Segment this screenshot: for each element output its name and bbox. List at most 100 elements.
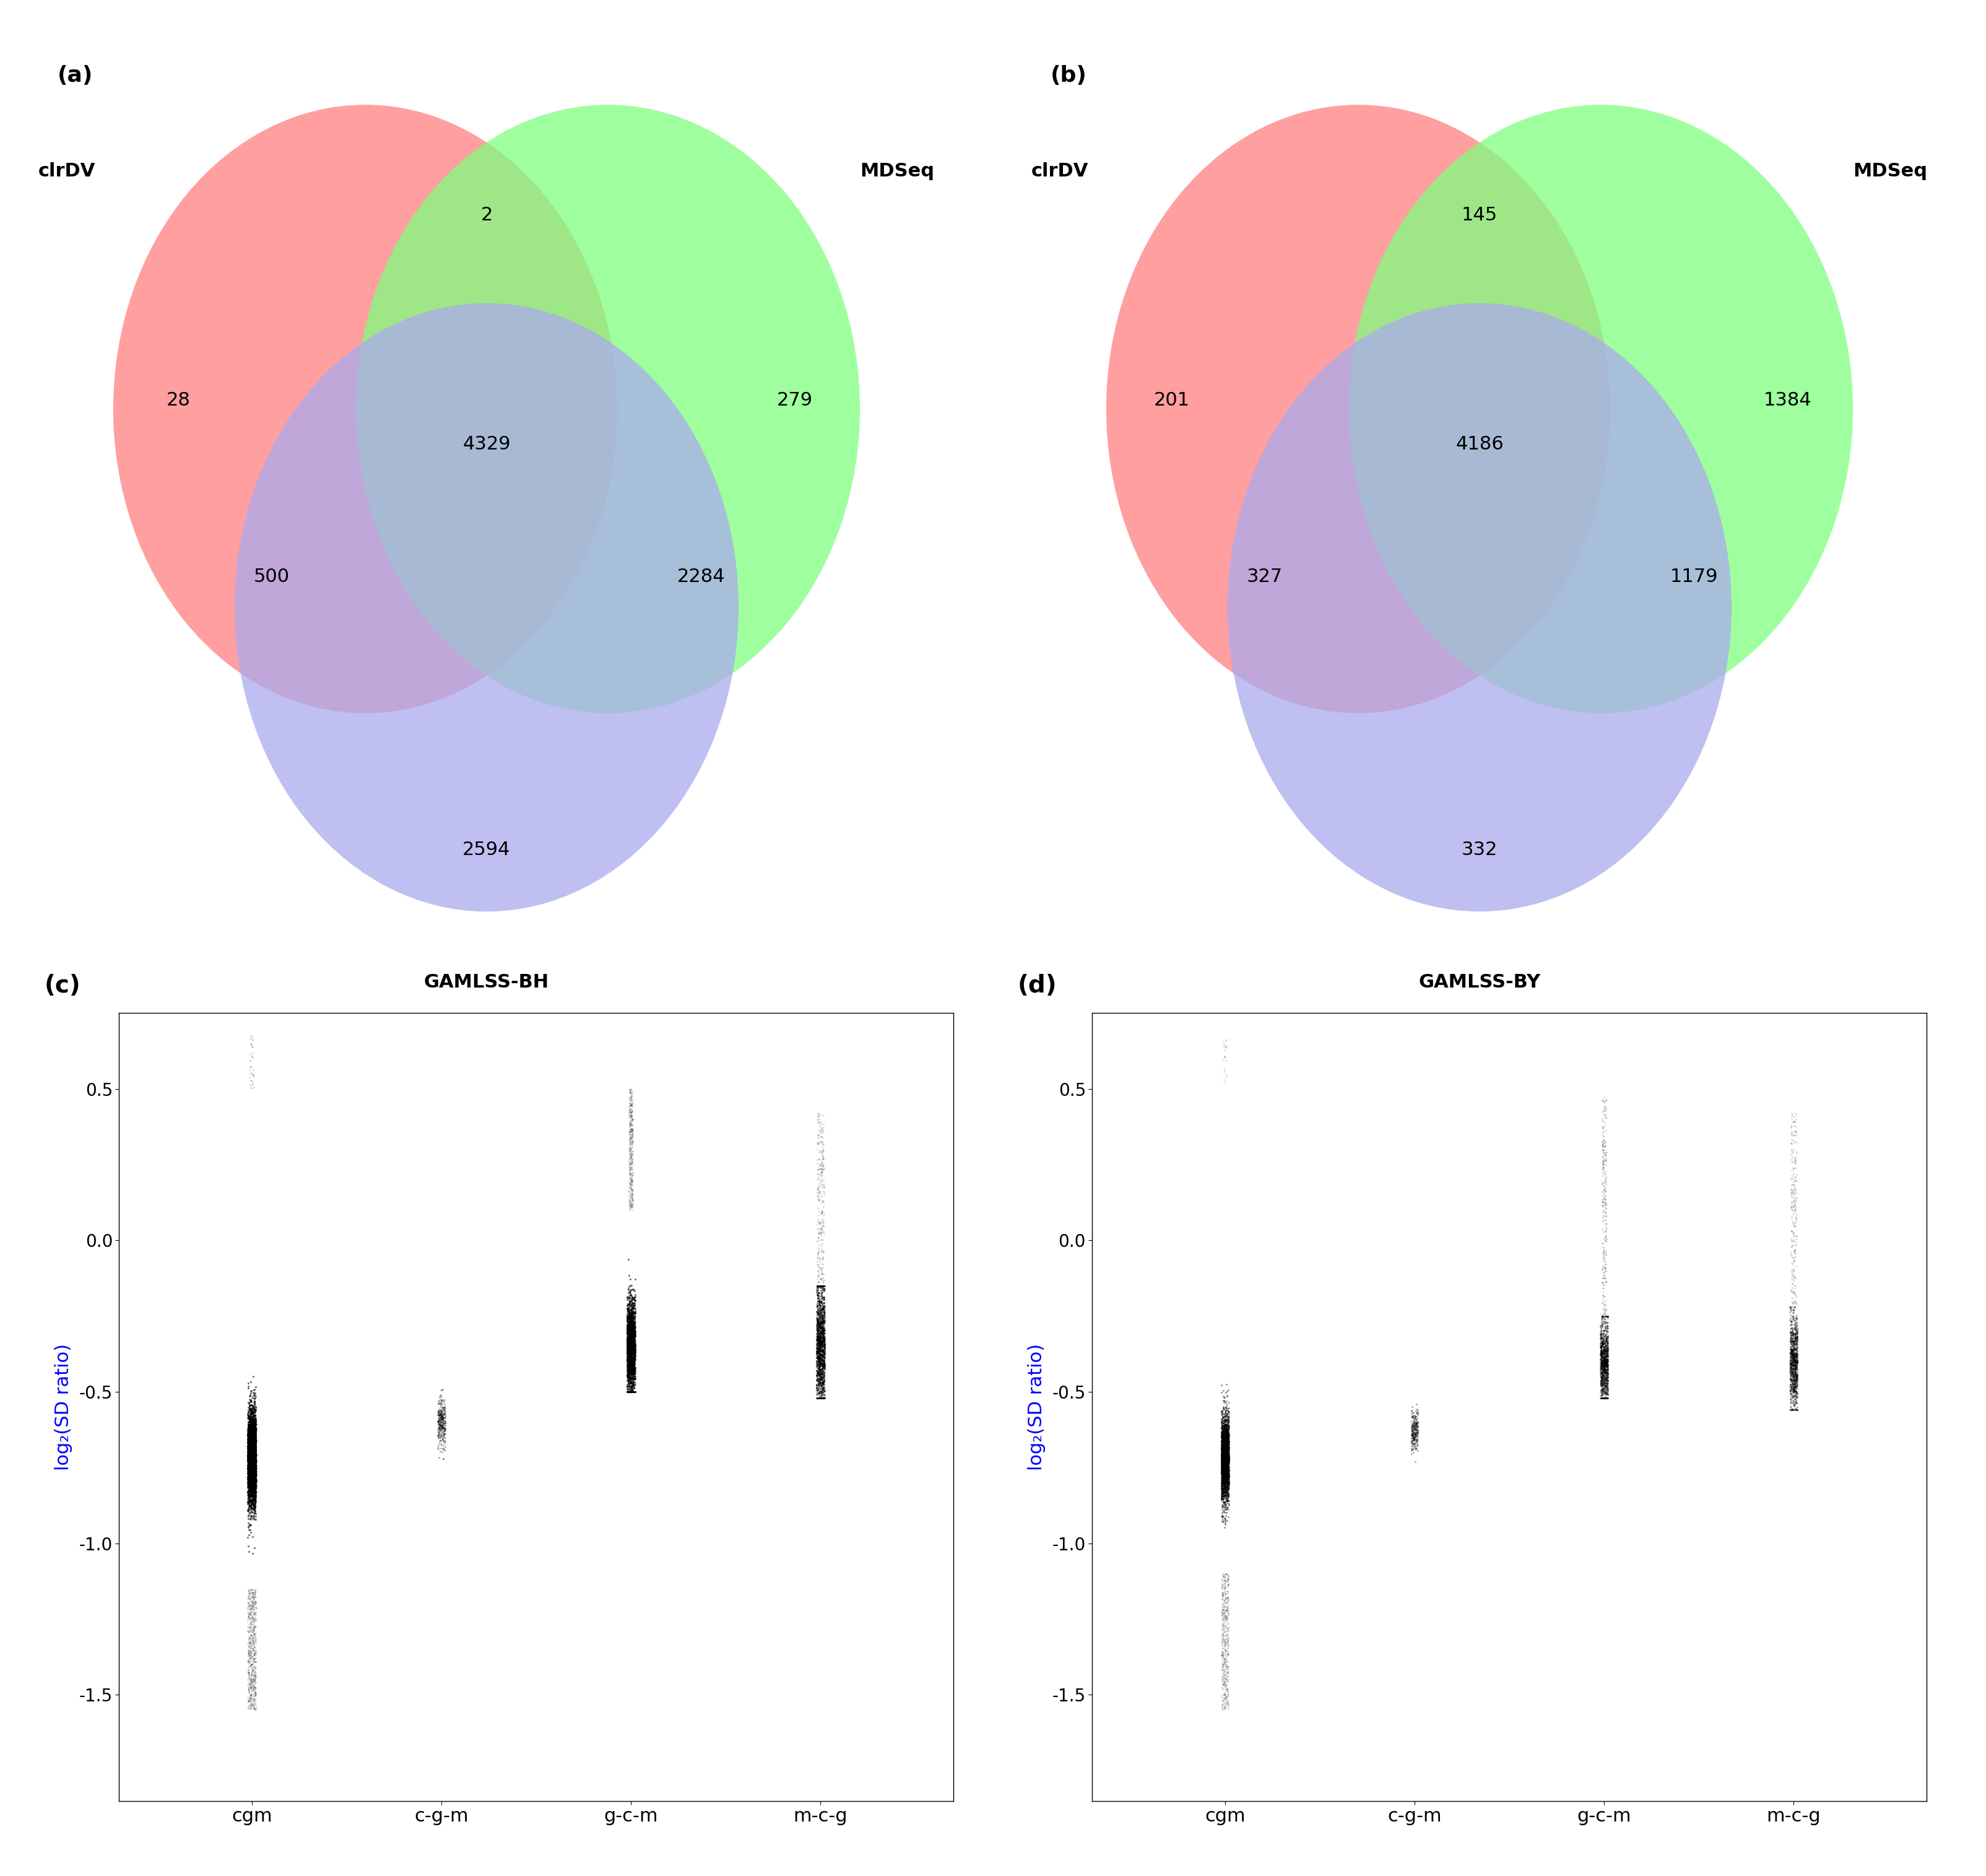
Point (236, 1428, 268, 1458)
Point (236, 1460, 268, 1490)
Point (1211, 1561, 1243, 1591)
Point (1209, 1595, 1241, 1625)
Point (1209, 1446, 1241, 1476)
Point (236, 1420, 268, 1450)
Point (236, 1437, 268, 1467)
Point (1207, 1497, 1239, 1527)
Point (618, 1105, 649, 1135)
Point (1775, 1201, 1807, 1231)
Point (232, 1460, 264, 1490)
Point (616, 1311, 647, 1341)
Point (232, 1465, 264, 1495)
Point (1775, 1330, 1807, 1360)
Point (1777, 1319, 1809, 1349)
Point (616, 1191, 647, 1221)
Point (618, 1324, 649, 1354)
Point (1211, 1446, 1243, 1476)
Point (236, 1460, 268, 1490)
Point (236, 1578, 268, 1608)
Point (240, 1445, 272, 1475)
Point (614, 1313, 645, 1343)
Point (238, 1490, 270, 1520)
Point (1781, 1373, 1813, 1403)
Point (232, 1439, 264, 1469)
Point (238, 1407, 270, 1437)
Point (616, 1330, 647, 1360)
Point (614, 1150, 645, 1180)
Point (1777, 1369, 1809, 1399)
Point (1396, 1411, 1428, 1441)
Point (806, 1293, 838, 1323)
Point (232, 1636, 264, 1666)
Point (234, 1409, 266, 1439)
Point (614, 1319, 645, 1349)
Point (234, 1460, 266, 1490)
Point (616, 1152, 647, 1182)
Point (236, 1416, 268, 1446)
Point (1209, 1651, 1241, 1681)
Point (234, 1595, 266, 1625)
Point (806, 1306, 838, 1336)
Point (614, 1124, 645, 1154)
Point (616, 1308, 647, 1338)
Point (806, 1169, 838, 1199)
Point (804, 1109, 836, 1139)
Point (620, 1321, 651, 1351)
Point (800, 1345, 832, 1375)
Point (236, 1467, 268, 1497)
Point (234, 1416, 266, 1446)
Point (616, 1349, 647, 1379)
Point (616, 1351, 647, 1381)
Point (240, 1441, 272, 1471)
Point (1779, 1375, 1811, 1405)
Point (618, 1356, 649, 1386)
Point (612, 1345, 643, 1375)
Point (1213, 1431, 1245, 1461)
Point (1209, 1428, 1241, 1458)
Point (1589, 1313, 1621, 1343)
Point (1211, 1576, 1243, 1606)
Point (614, 1321, 645, 1351)
Point (232, 1418, 264, 1448)
Point (614, 1319, 645, 1349)
Point (1211, 1446, 1243, 1476)
Point (236, 1433, 268, 1463)
Point (1206, 1467, 1237, 1497)
Point (236, 1428, 268, 1458)
Point (1211, 1415, 1243, 1445)
Point (1209, 1441, 1241, 1471)
Point (1587, 1268, 1619, 1298)
Point (1781, 1381, 1813, 1411)
Point (616, 1339, 647, 1369)
Point (614, 1341, 645, 1371)
Point (236, 1471, 268, 1501)
Point (800, 1341, 832, 1371)
Point (234, 1431, 266, 1461)
Point (1207, 1473, 1239, 1503)
Point (1209, 1653, 1241, 1683)
Point (618, 1304, 649, 1334)
Point (1591, 1146, 1623, 1176)
Point (1589, 1188, 1621, 1218)
Point (1209, 1452, 1241, 1482)
Point (1209, 1450, 1241, 1480)
Point (1211, 1465, 1243, 1495)
Point (808, 1324, 840, 1354)
Point (234, 1484, 266, 1514)
Point (238, 1443, 270, 1473)
Point (1777, 1263, 1809, 1293)
Point (236, 1471, 268, 1501)
Point (1207, 1445, 1239, 1475)
Point (232, 1416, 264, 1446)
Point (236, 1446, 268, 1476)
Point (1211, 1418, 1243, 1448)
Point (1209, 1463, 1241, 1493)
Point (1777, 1351, 1809, 1381)
Point (804, 1302, 836, 1332)
Point (234, 1448, 266, 1478)
Point (1207, 1433, 1239, 1463)
Point (238, 1638, 270, 1668)
Point (1589, 1188, 1621, 1218)
Point (1589, 1347, 1621, 1377)
Point (1209, 1454, 1241, 1484)
